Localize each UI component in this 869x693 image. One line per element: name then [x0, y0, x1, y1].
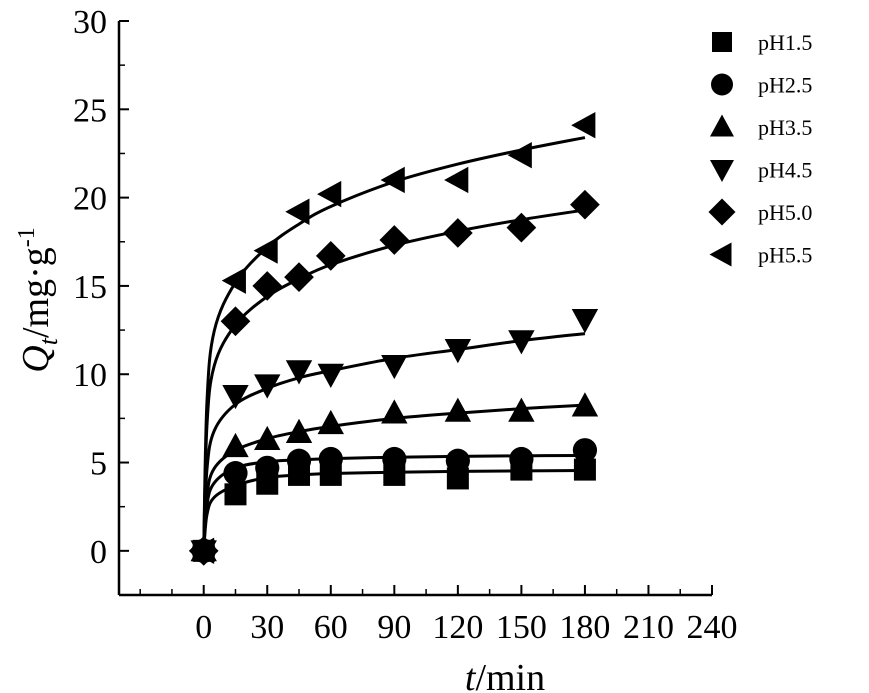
x-tick-label: 150	[496, 609, 547, 646]
data-point	[253, 237, 278, 264]
legend-entry-pH5.0: pH5.0	[708, 198, 812, 226]
data-point	[443, 218, 473, 248]
data-point	[506, 212, 537, 243]
data-point	[380, 166, 405, 194]
data-point	[286, 448, 312, 473]
data-point	[381, 354, 408, 380]
data-point	[222, 432, 249, 458]
data-point	[509, 446, 534, 472]
data-point	[317, 363, 344, 388]
data-point	[285, 360, 313, 385]
data-point	[254, 425, 281, 451]
series-pH1.5	[192, 458, 596, 562]
y-tick-label: 30	[73, 4, 107, 41]
y-tick-label: 10	[73, 357, 107, 394]
legend-marker	[708, 198, 736, 226]
data-point	[571, 392, 599, 417]
data-point	[508, 330, 535, 355]
data-point	[571, 309, 599, 334]
data-point	[255, 455, 280, 480]
data-point	[317, 409, 344, 435]
legend-label: pH4.5	[758, 158, 812, 183]
data-point	[444, 397, 472, 422]
legend-entry-pH5.5: pH5.5	[709, 242, 812, 268]
data-point	[382, 446, 407, 472]
y-tick-label: 15	[73, 269, 107, 306]
x-tick-label: 120	[432, 609, 483, 646]
axes: 0 5 10 15 20 25 30 0 30 60 90 120 150 180 210 240	[73, 4, 738, 646]
legend-marker	[710, 160, 734, 182]
x-tick-label: 60	[314, 609, 348, 646]
legend-label: pH5.5	[758, 243, 812, 268]
y-tick-label: 0	[90, 534, 107, 571]
fit-curve-pH5.5	[202, 136, 586, 551]
legend: pH1.5 pH2.5 pH3.5 pH4.5 pH5.0 pH5.5	[708, 30, 812, 268]
y-tick-label: 5	[90, 446, 107, 483]
data-point	[254, 374, 281, 399]
data-point	[224, 483, 247, 506]
data-point	[318, 446, 343, 472]
legend-label: pH1.5	[758, 30, 812, 55]
legend-entry-pH4.5: pH4.5	[710, 158, 812, 183]
data-point	[572, 438, 598, 463]
legend-label: pH2.5	[758, 73, 812, 98]
legend-label: pH5.0	[758, 200, 812, 225]
legend-marker	[711, 73, 733, 96]
data-point	[444, 339, 472, 364]
data-point	[220, 306, 251, 337]
data-point	[507, 142, 532, 169]
y-tick-label: 20	[73, 181, 107, 218]
data-point	[508, 397, 535, 422]
x-tick-label: 210	[623, 609, 674, 646]
data-point	[445, 448, 470, 473]
series-pH4.5	[190, 309, 599, 565]
legend-entry-pH3.5: pH3.5	[710, 114, 812, 140]
data-point	[444, 166, 469, 194]
data-point	[379, 225, 410, 255]
data-point	[285, 198, 310, 225]
legend-entry-pH1.5: pH1.5	[712, 30, 812, 55]
data-point	[223, 461, 248, 486]
data-point	[222, 384, 249, 410]
data-point	[573, 458, 596, 481]
data-point	[252, 271, 283, 301]
x-tick-label: 180	[559, 609, 610, 646]
data-point	[446, 467, 469, 490]
data-point	[285, 418, 313, 443]
legend-marker	[709, 242, 732, 267]
data-point	[570, 189, 600, 220]
data-point	[317, 180, 342, 208]
legend-label: pH3.5	[758, 115, 812, 140]
x-tick-label: 240	[687, 609, 738, 646]
data-point	[571, 112, 596, 139]
x-tick-label: 0	[195, 609, 212, 646]
x-tick-label: 30	[250, 609, 284, 646]
x-tick-label: 90	[377, 609, 411, 646]
legend-marker	[710, 114, 734, 137]
legend-entry-pH2.5: pH2.5	[711, 73, 812, 98]
data-point	[381, 399, 408, 424]
y-tick-label: 25	[73, 92, 107, 129]
x-axis-label: t/min	[465, 657, 545, 693]
data-point	[315, 241, 346, 271]
data-point	[284, 262, 314, 292]
data-point	[189, 537, 215, 565]
data-point	[221, 267, 246, 294]
series-pH5.5	[189, 112, 596, 565]
legend-marker	[712, 32, 732, 52]
data-markers	[188, 112, 600, 566]
y-axis-label: Qt/mg·g-1	[14, 227, 63, 372]
